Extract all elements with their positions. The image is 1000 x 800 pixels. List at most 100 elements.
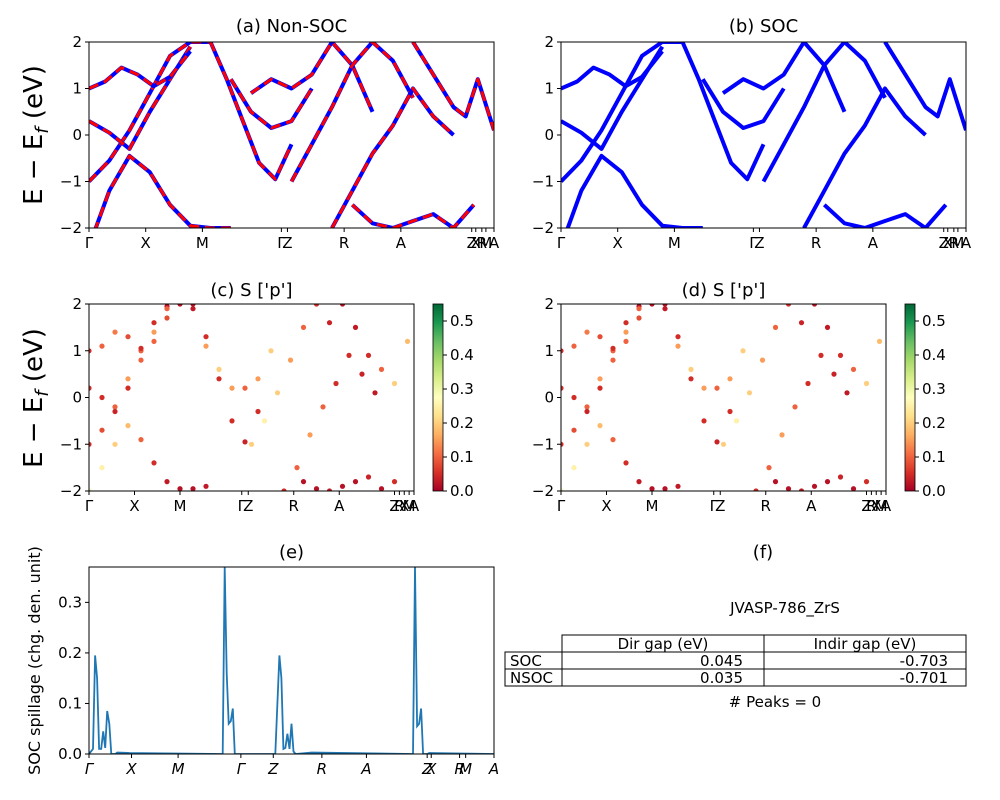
band-line	[701, 78, 786, 130]
x-tick-label: Z	[267, 760, 279, 778]
band-point	[313, 486, 320, 491]
band-point	[785, 486, 792, 491]
x-tick-label: R	[761, 497, 771, 515]
band-point	[811, 483, 818, 489]
x-tick-label: R	[394, 497, 404, 515]
band-point	[727, 408, 733, 415]
band-point	[571, 465, 577, 471]
panel-title: (e)	[279, 542, 304, 563]
band-line	[89, 42, 211, 183]
band-point	[164, 315, 170, 321]
panel-title: (c) S ['p']	[210, 280, 292, 301]
colorbar-tick-label: 0.3	[450, 380, 474, 398]
band-point	[746, 390, 753, 396]
band-point	[584, 408, 590, 415]
y-tick-label: −1	[532, 435, 554, 453]
band-point	[242, 385, 248, 391]
band-line-nonsoc	[94, 154, 231, 228]
band-point	[99, 394, 105, 401]
x-tick-label: Γ	[238, 497, 247, 515]
band-point	[248, 441, 255, 447]
band-point	[346, 352, 352, 358]
y-tick-label: 0.0	[58, 745, 82, 763]
band-point	[561, 441, 564, 447]
band-point	[255, 408, 261, 415]
band-point	[876, 338, 883, 344]
x-tick-label: X	[399, 497, 409, 515]
x-tick-label: Γ	[557, 497, 566, 515]
y-tick-label: −2	[60, 482, 82, 500]
panel-f-title: (f)	[753, 542, 773, 563]
band-line-nonsoc	[330, 87, 455, 228]
band-point	[216, 366, 222, 372]
colorbar-tick-label: 0.3	[922, 380, 946, 398]
x-tick-label: M	[875, 497, 888, 515]
band-line	[883, 42, 966, 131]
y-tick-label: 0	[72, 126, 82, 144]
band-point	[378, 486, 385, 491]
band-point	[597, 334, 603, 340]
y-tick-label: −1	[60, 435, 82, 453]
band-point	[125, 376, 131, 382]
band-point	[561, 385, 564, 391]
x-tick-label: R	[866, 497, 876, 515]
y-tick-label: 1	[72, 342, 82, 360]
band-point	[714, 385, 720, 391]
band-line	[561, 42, 683, 183]
band-point	[662, 306, 668, 312]
plot-area	[561, 304, 883, 491]
band-point	[391, 479, 398, 485]
band-point	[326, 488, 333, 491]
x-tick-label: X	[943, 234, 953, 252]
x-tick-label: M	[646, 497, 659, 515]
x-tick-label: M	[196, 234, 209, 252]
x-tick-label: Γ	[749, 234, 758, 252]
band-point	[313, 304, 320, 307]
x-tick-label: R	[949, 234, 959, 252]
band-point	[571, 427, 577, 433]
band-line	[561, 45, 664, 151]
band-point	[636, 479, 642, 485]
x-tick-label: Z	[467, 234, 477, 252]
y-tick-label: 2	[544, 295, 554, 313]
x-tick-label: R	[811, 234, 821, 252]
x-tick-label: R	[317, 760, 327, 778]
band-point	[649, 304, 655, 307]
band-line	[89, 45, 192, 151]
header-indir-gap: Indir gap (eV)	[814, 635, 917, 653]
soc-indir-gap: -0.703	[900, 652, 948, 670]
band-point	[151, 338, 157, 344]
band-point	[287, 357, 294, 363]
x-tick-label: Z	[282, 234, 292, 252]
band-point	[307, 432, 313, 438]
band-point	[610, 345, 616, 351]
table-row	[504, 668, 967, 687]
x-tick-label: A	[488, 760, 499, 778]
x-tick-label: M	[668, 234, 681, 252]
band-line	[561, 50, 664, 91]
x-tick-label: A	[806, 497, 817, 515]
band-point	[584, 404, 590, 410]
x-tick-label: Γ	[85, 760, 95, 778]
band-point	[359, 371, 365, 377]
band-point	[779, 432, 785, 438]
band-point	[365, 352, 372, 358]
band-point	[824, 324, 831, 330]
band-point	[571, 343, 577, 349]
y-tick-label: −1	[532, 173, 554, 191]
y-tick-label: −1	[60, 173, 82, 191]
peaks-count: # Peaks = 0	[729, 693, 821, 711]
band-point	[125, 423, 131, 429]
axes-frame	[88, 303, 415, 492]
band-line	[721, 42, 847, 113]
band-point	[623, 460, 629, 466]
band-point	[623, 329, 629, 335]
band-point	[378, 366, 385, 372]
x-tick-label: X	[141, 234, 151, 252]
band-point	[99, 343, 105, 349]
y-tick-label: 2	[72, 295, 82, 313]
band-point	[675, 343, 681, 349]
